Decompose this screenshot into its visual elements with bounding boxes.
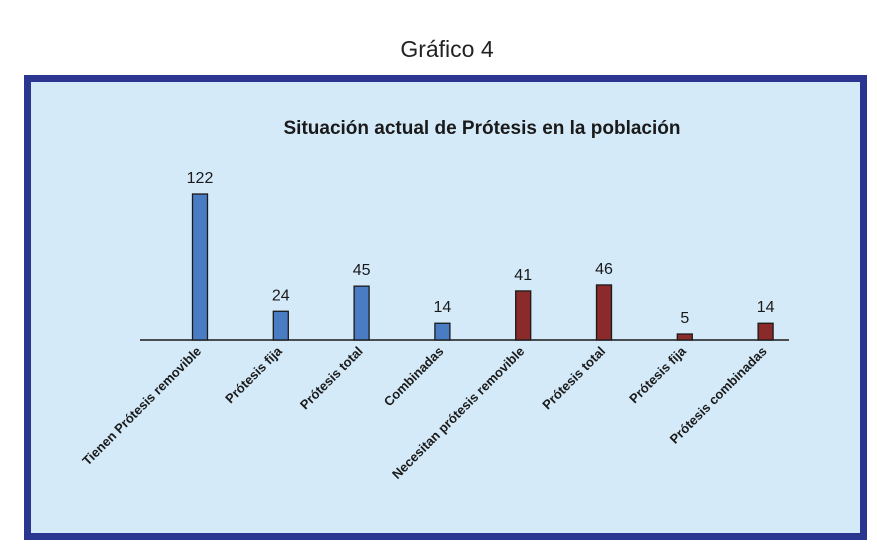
bar-1: [191, 193, 209, 341]
data-label-7: 5: [680, 310, 689, 327]
bar-2: [272, 310, 289, 341]
bar-4: [434, 322, 451, 341]
data-label-1: 122: [187, 170, 214, 187]
category-label-2: Prótesis fija: [222, 343, 285, 406]
data-label-6: 46: [595, 261, 613, 278]
category-label-4: Combinadas: [381, 344, 447, 410]
bar-6: [595, 284, 613, 341]
chart-title: Situación actual de Prótesis en la pobla…: [284, 118, 681, 139]
data-label-4: 14: [434, 299, 452, 316]
data-label-8: 14: [757, 299, 775, 316]
category-label-5: Necesitan prótesis removible: [389, 344, 527, 482]
bar-8: [757, 322, 774, 341]
category-label-1: Tienen Prótesis removible: [79, 344, 204, 469]
bar-7: [676, 333, 693, 341]
data-label-2: 24: [272, 287, 290, 304]
category-label-7: Prótesis fija: [626, 343, 689, 406]
chart-frame: [24, 75, 867, 540]
page-title: Gráfico 4: [400, 36, 494, 62]
category-label-6: Prótesis total: [539, 344, 608, 413]
category-label-3: Prótesis total: [297, 344, 366, 413]
bar-3: [353, 285, 370, 341]
data-label-3: 45: [353, 262, 371, 279]
bar-5: [515, 290, 532, 341]
data-label-5: 41: [514, 267, 532, 284]
